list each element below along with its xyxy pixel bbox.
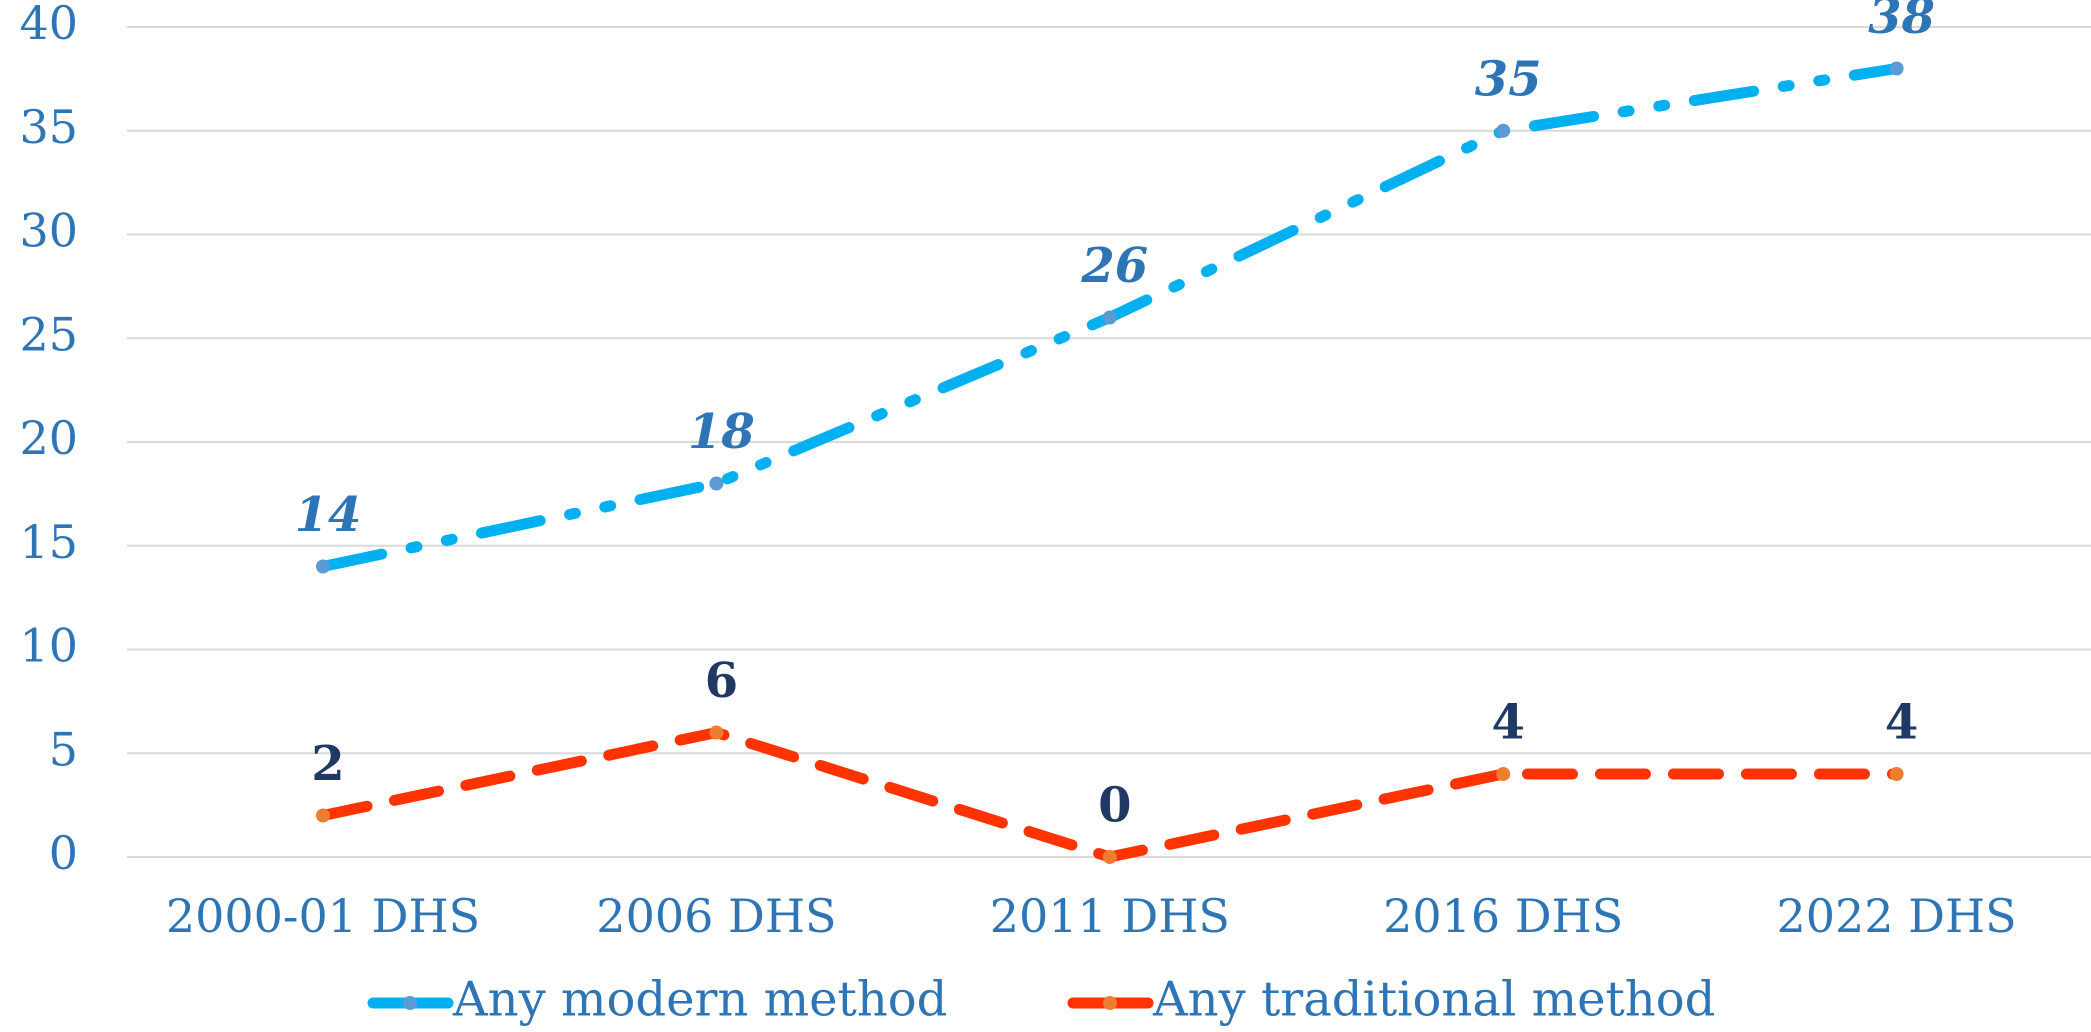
y-tick-label: 30 [19,204,78,258]
data-label: 4 [1885,695,1918,751]
point-marker [1102,850,1117,864]
legend-marker [1103,996,1117,1010]
y-tick-label: 20 [19,411,78,465]
data-label: 26 [1080,238,1148,294]
y-tick-label: 25 [19,307,78,361]
x-tick-label: 2022 DHS [1776,889,2016,943]
data-label: 14 [295,487,362,543]
point-marker [709,725,724,740]
data-label: 4 [1491,695,1524,751]
legend-item: Any traditional method [1067,972,1715,1028]
legend-label: Any traditional method [1152,972,1715,1028]
point-marker [1496,123,1511,138]
point-marker [1889,767,1904,781]
legend-item: Any modern method [367,972,947,1028]
legend-marker [403,996,417,1010]
x-tick-label: 2000-01 DHS [166,889,480,943]
data-label: 0 [1098,778,1131,834]
point-marker [316,559,330,574]
y-tick-label: 40 [19,0,78,50]
data-label: 6 [705,653,738,709]
y-tick-label: 10 [19,619,78,673]
point-marker [709,476,724,491]
y-tick-label: 35 [19,100,78,154]
x-tick-label: 2011 DHS [990,889,1230,943]
legend-label: Any modern method [452,972,947,1028]
x-tick-label: 2006 DHS [596,889,836,943]
x-tick-label: 2016 DHS [1383,889,1623,943]
data-label: 2 [311,736,344,792]
y-tick-label: 0 [49,826,78,880]
y-tick-label: 15 [19,515,78,569]
point-marker [1496,767,1511,781]
data-label: 18 [688,404,755,460]
point-marker [1889,61,1904,76]
data-label: 35 [1475,51,1542,107]
y-tick-label: 5 [49,722,78,776]
point-marker [316,808,330,823]
data-label: 38 [1868,0,1935,45]
point-marker [1102,310,1117,325]
